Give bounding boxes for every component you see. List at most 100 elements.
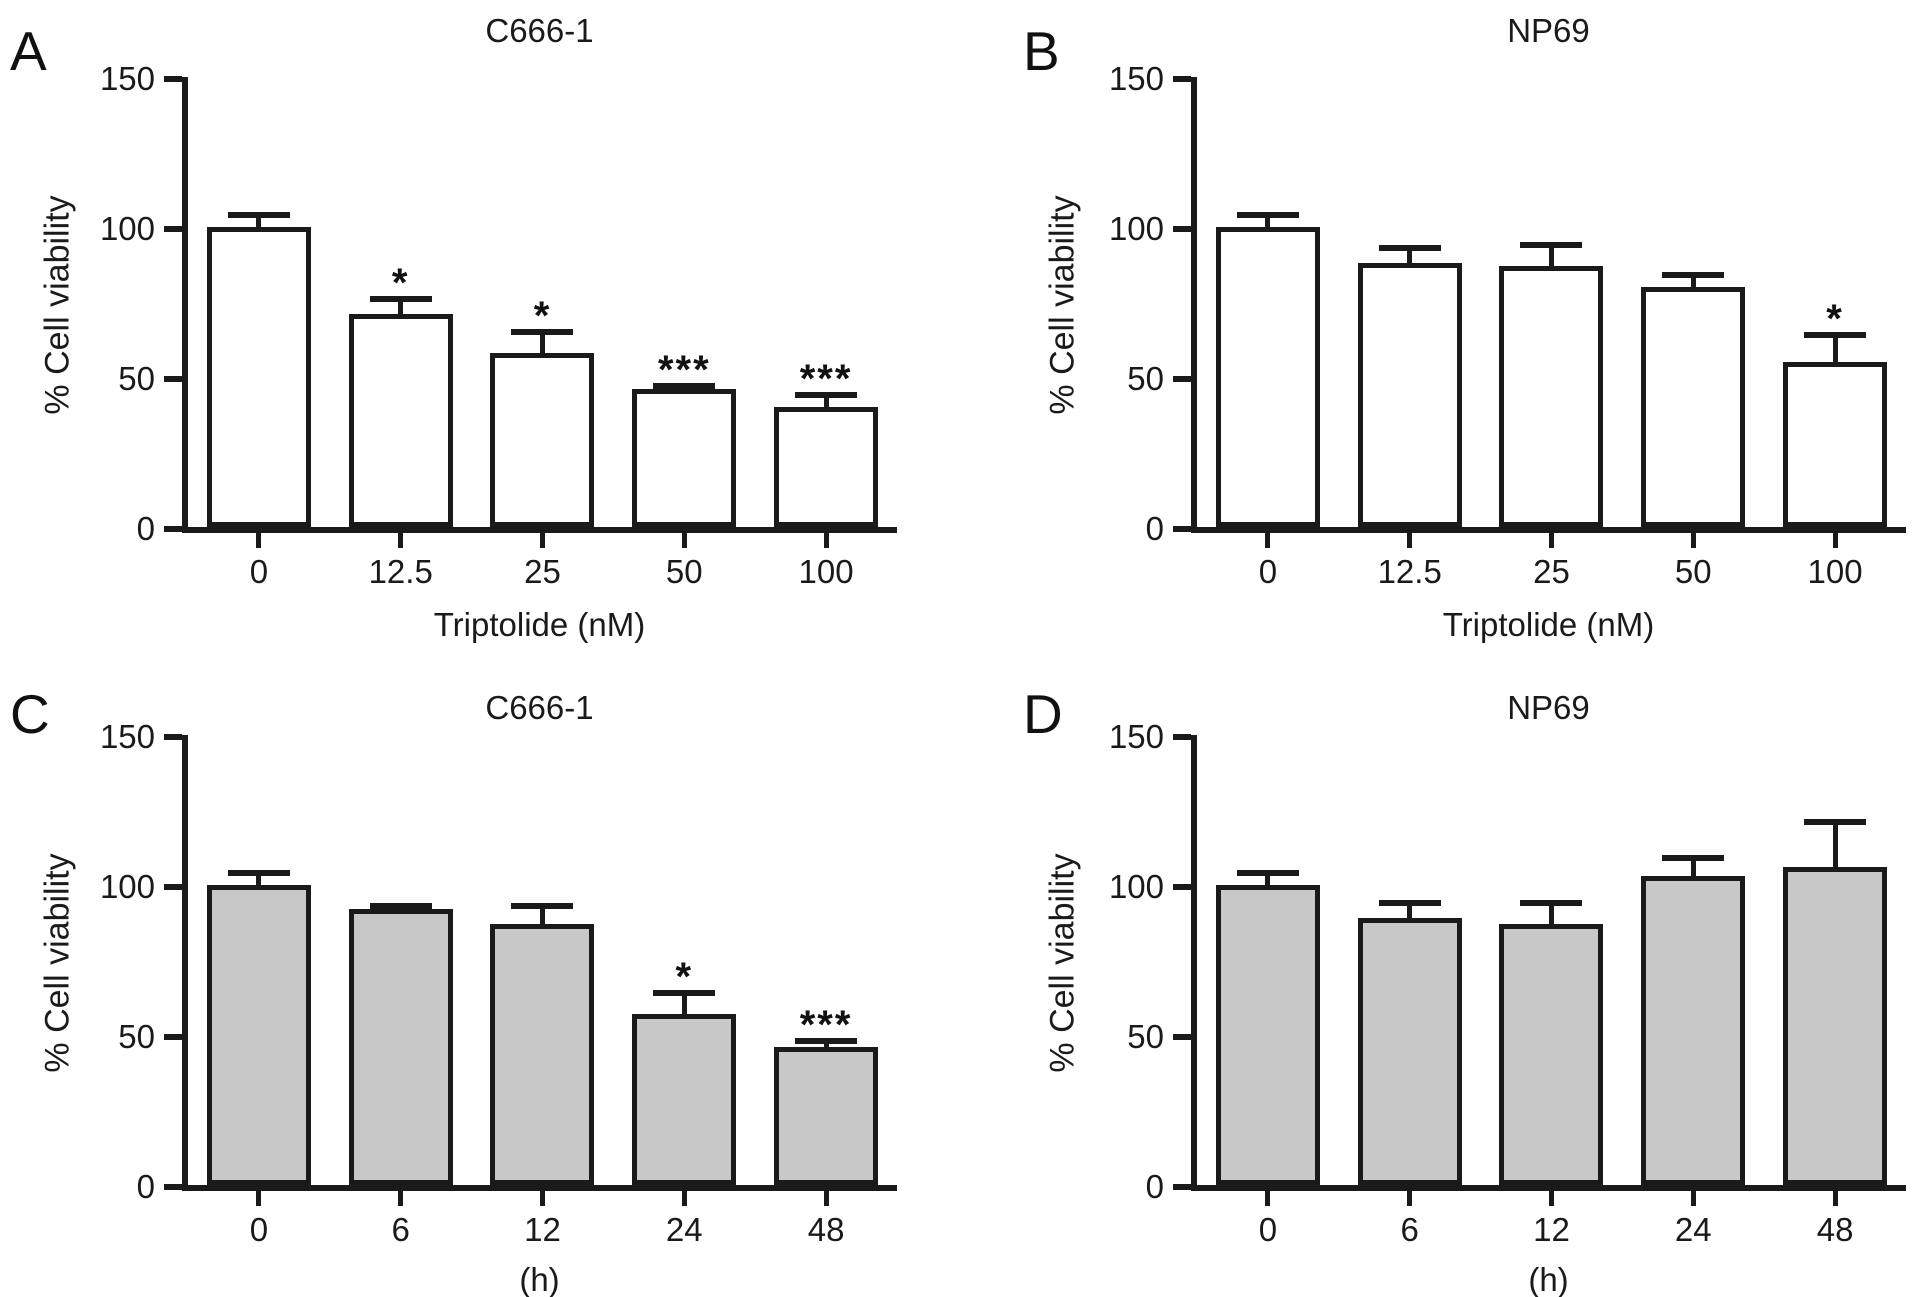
x-tick-mark: [256, 1191, 262, 1206]
y-tick-mark: [1173, 734, 1191, 740]
panel-letter: B: [1023, 20, 1060, 82]
y-tick-label: 0: [1145, 1168, 1164, 1205]
error-bar: [795, 392, 858, 411]
y-tick-mark: [1173, 526, 1191, 532]
panel-letter: C: [10, 683, 50, 745]
error-bar-stem: [681, 386, 687, 393]
plot-area: * ***: [182, 735, 897, 1191]
x-tick: 48: [755, 1191, 897, 1249]
error-bar: [227, 212, 290, 231]
plot-area: [1191, 735, 1906, 1191]
x-tick: 24: [613, 1191, 755, 1249]
error-bar-stem: [1265, 873, 1271, 889]
error-bar-stem: [539, 332, 545, 357]
x-tick: 50: [613, 533, 755, 591]
y-tick-label: 150: [1108, 718, 1164, 755]
bar: [774, 1047, 879, 1185]
x-tick-row: 0 12.5 25 50 100: [188, 533, 897, 591]
plot-area: *: [1191, 77, 1906, 533]
y-tick-mark: [1173, 1034, 1191, 1040]
significance-label: ***: [657, 348, 711, 392]
x-tick-mark: [1832, 533, 1838, 548]
error-bar-stem: [1690, 858, 1696, 880]
bar-group: ***: [755, 77, 897, 527]
x-tick: 100: [755, 533, 897, 591]
bar: [1357, 918, 1462, 1185]
error-bar-stem: [1548, 245, 1554, 270]
bar-group: [1339, 735, 1481, 1185]
x-tick-label: 100: [1807, 553, 1863, 590]
bar-group: *: [613, 735, 755, 1185]
error-bar-stem: [398, 299, 404, 318]
error-bar-stem: [681, 993, 687, 1018]
x-tick-mark: [1265, 1191, 1271, 1206]
bar: [1641, 876, 1746, 1185]
bar: [1783, 362, 1888, 527]
error-bar: [369, 903, 432, 913]
chart-title: C666-1: [485, 12, 594, 49]
y-axis: 0 50 100 150: [0, 720, 182, 1204]
y-tick-label: 150: [99, 718, 155, 755]
x-tick-mark: [398, 1191, 404, 1206]
error-bar: [795, 1038, 858, 1051]
significance-label: ***: [799, 357, 853, 401]
x-tick-label: 24: [665, 1211, 703, 1248]
bar-group: *: [330, 77, 472, 527]
bar: [490, 353, 595, 527]
y-tick-mark: [1173, 76, 1191, 82]
bar: [632, 1014, 737, 1185]
error-bar-stem: [1832, 335, 1838, 366]
plot-area: * * *** ***: [182, 77, 897, 533]
x-tick-label: 100: [798, 553, 854, 590]
y-tick-mark: [164, 226, 182, 232]
x-tick-mark: [1407, 1191, 1413, 1206]
error-bar-stem: [398, 906, 404, 913]
x-tick-label: 12.5: [368, 553, 433, 590]
x-tick: 0: [188, 533, 330, 591]
error-bar-stem: [1407, 248, 1413, 267]
x-axis-title: Triptolide (nM): [1442, 606, 1655, 643]
panel-b: B NP69 % Cell viability 0 50 100 150 * 0 12.…: [957, 0, 1913, 648]
y-tick-mark: [1173, 1184, 1191, 1190]
x-tick: 0: [1197, 533, 1339, 591]
x-tick-row: 0 12.5 25 50 100: [1197, 533, 1906, 591]
bar-group: [188, 77, 330, 527]
x-tick-label: 50: [665, 553, 703, 590]
bar-group: [1622, 735, 1764, 1185]
x-tick-label: 25: [524, 553, 561, 590]
bar-group: [1481, 735, 1623, 1185]
bar-group: [1339, 77, 1481, 527]
error-bar: [511, 903, 574, 928]
x-tick: 25: [1481, 533, 1623, 591]
x-tick-mark: [823, 533, 829, 548]
bar-group: [330, 735, 472, 1185]
bar-group: [1481, 77, 1623, 527]
error-bar: [653, 383, 716, 393]
bar: [632, 389, 737, 527]
bar: [490, 924, 595, 1185]
x-tick: 12.5: [1339, 533, 1481, 591]
bar-group: [1197, 77, 1339, 527]
error-bar: [1520, 900, 1583, 928]
x-tick-mark: [681, 533, 687, 548]
chart-title: C666-1: [485, 689, 594, 726]
error-bar-stem: [823, 1041, 829, 1051]
x-axis-title: Triptolide (nM): [433, 606, 646, 643]
x-tick: 24: [1622, 1191, 1764, 1249]
error-bar: [1662, 272, 1725, 291]
y-tick-label: 100: [1108, 868, 1164, 905]
error-bar: [1520, 242, 1583, 270]
bar-group: *: [472, 77, 614, 527]
y-tick-label: 50: [1127, 1018, 1164, 1055]
bar-group: ***: [755, 735, 897, 1185]
bar: [1499, 266, 1604, 527]
x-tick-label: 12.5: [1377, 553, 1442, 590]
error-bar: [1378, 900, 1441, 922]
chart-title: NP69: [1507, 12, 1590, 49]
x-tick-label: 50: [1674, 553, 1712, 590]
chart-title: NP69: [1507, 689, 1590, 726]
error-bar: [1236, 212, 1299, 231]
x-tick: 12.5: [330, 533, 472, 591]
error-bar: [1662, 855, 1725, 880]
